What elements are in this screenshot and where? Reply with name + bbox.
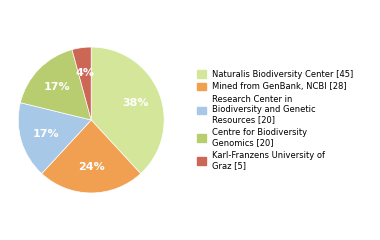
Text: 4%: 4% (75, 68, 94, 78)
Wedge shape (20, 50, 91, 120)
Text: 38%: 38% (122, 98, 149, 108)
Wedge shape (72, 47, 91, 120)
Text: 17%: 17% (44, 82, 71, 92)
Wedge shape (91, 47, 164, 174)
Text: 24%: 24% (78, 162, 104, 172)
Wedge shape (18, 103, 91, 174)
Legend: Naturalis Biodiversity Center [45], Mined from GenBank, NCBI [28], Research Cent: Naturalis Biodiversity Center [45], Mine… (196, 68, 355, 172)
Text: 17%: 17% (32, 129, 59, 139)
Wedge shape (42, 120, 141, 193)
